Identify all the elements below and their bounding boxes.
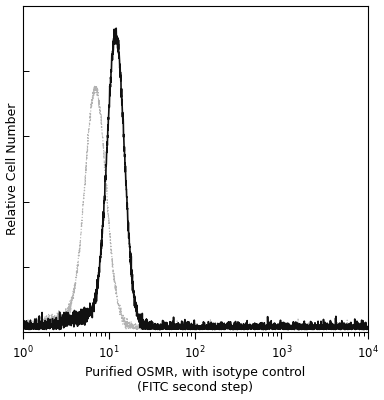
Y-axis label: Relative Cell Number: Relative Cell Number — [5, 103, 18, 235]
X-axis label: Purified OSMR, with isotype control
(FITC second step): Purified OSMR, with isotype control (FIT… — [85, 366, 305, 394]
